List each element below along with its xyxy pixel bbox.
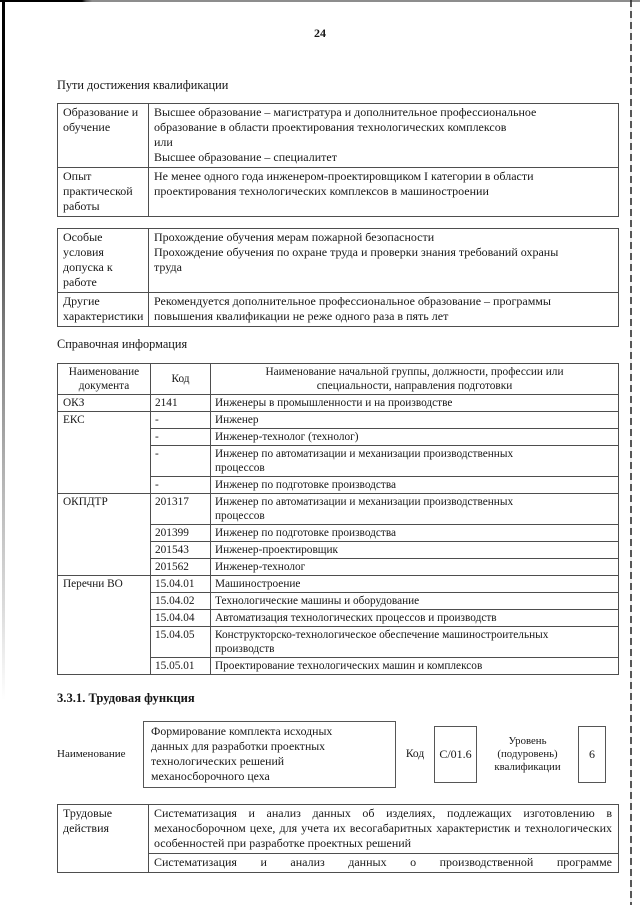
reference-table-body: ОКЗ 2141 Инженеры в промышленности и на пр… — [57, 394, 619, 675]
labor-function-header: Наименование Формирование комплекта исхо… — [57, 721, 619, 788]
scan-edge-right — [630, 0, 632, 905]
header-group-name: Наименование начальной группы, должности… — [210, 363, 619, 395]
table-row: Особые условия допуска к работе Прохожде… — [57, 228, 619, 293]
function-code-box: С/01.6 — [434, 726, 477, 783]
row-label-cell: Образование и обучение — [57, 103, 149, 168]
group-name-cell: Инженер-проектировщик — [210, 541, 619, 559]
page-content: Пути достижения квалификации Образование… — [57, 0, 619, 873]
reference-table-row: ОКПДТР 201317 Инженер по автоматизации и м… — [57, 493, 619, 576]
code-cell: - — [150, 445, 211, 477]
code-cell: 15.04.02 — [150, 592, 211, 610]
group-name-cell: Инженер по автоматизации и механизации п… — [210, 493, 619, 525]
row-value-cell: Не менее одного года инженером-проектиро… — [148, 167, 619, 217]
reference-table-row: Перечни ВО 15.04.01 Машиностроение — [57, 575, 619, 675]
row-label-cell: Особые условия допуска к работе — [57, 228, 149, 293]
group-name-cell: Инженеры в промышленности и на производс… — [210, 394, 619, 412]
group-name-cell: Инженер-технолог (технолог) — [210, 428, 619, 446]
group-name-cell: Инженер-технолог — [210, 558, 619, 576]
reference-table-row: ОКЗ 2141 Инженеры в промышленности и на пр… — [57, 394, 619, 412]
reference-table-row: 15.04.02 Технологические машины и оборудо… — [58, 592, 619, 610]
heading-labor-function: 3.3.1. Трудовая функция — [57, 691, 195, 705]
code-cell: - — [150, 476, 211, 494]
group-name-cell: Проектирование технологических машин и к… — [210, 657, 619, 675]
group-name-cell: Инженер по автоматизации и механизации п… — [210, 445, 619, 477]
row-value-cell: Прохождение обучения мерам пожарной безо… — [148, 228, 619, 293]
code-cell: 201562 — [150, 558, 211, 576]
reference-table: Наименование документа Код Наименование … — [57, 363, 619, 675]
code-cell: - — [150, 411, 211, 429]
code-cell: 201317 — [150, 493, 211, 525]
row-label-cell: Другие характеристики — [57, 292, 149, 327]
group-name-cell: Автоматизация технологических процессов … — [210, 609, 619, 627]
row-label-cell: Опыт практической работы — [57, 167, 149, 217]
function-code-label: Код — [405, 748, 425, 760]
function-name-box: Формирование комплекта исходных данных д… — [143, 721, 396, 788]
scan-edge-left — [2, 0, 5, 700]
code-cell: - — [150, 428, 211, 446]
group-name-cell: Конструкторско-технологическое обеспечен… — [210, 626, 619, 658]
group-name-cell: Машиностроение — [210, 575, 619, 593]
document-name-cell: ОКЗ — [57, 394, 151, 412]
code-cell: 201399 — [150, 524, 211, 542]
row-value-cell: Рекомендуется дополнительное профессиона… — [148, 292, 619, 327]
function-name-label: Наименование — [57, 748, 126, 760]
heading-reference-info: Справочная информация — [57, 337, 188, 351]
table-row: Образование и обучение Высшее образовани… — [57, 103, 619, 168]
document-name-cell: ОКПДТР — [57, 493, 151, 576]
code-cell: 15.04.04 — [150, 609, 211, 627]
code-cell: 2141 — [150, 394, 211, 412]
reference-table-row: 15.04.05 Конструкторско-технологическое о… — [58, 626, 619, 658]
code-cell: 15.05.01 — [150, 657, 211, 675]
row-label-cell: Трудовые действия — [57, 804, 149, 873]
row-value-cell: Высшее образование – магистратура и допо… — [148, 103, 619, 168]
table-row: Другие характеристики Рекомендуется допо… — [57, 292, 619, 327]
header-code: Код — [150, 363, 211, 395]
scan-edge-top — [0, 0, 640, 2]
page-number: 24 — [314, 26, 326, 40]
code-cell: 15.04.05 — [150, 626, 211, 658]
group-name-cell: Инженер по подготовке производства — [210, 476, 619, 494]
function-level-box: 6 — [578, 726, 606, 783]
group-name-cell: Инженер по подготовке производства — [210, 524, 619, 542]
document-name-cell: Перечни ВО — [57, 575, 151, 675]
row-value-cell: Систематизация и анализ данных о произво… — [148, 853, 619, 873]
reference-table-row: ЕКС - Инженер — [57, 411, 619, 494]
code-cell: 201543 — [150, 541, 211, 559]
code-cell: 15.04.01 — [150, 575, 211, 593]
document-name-cell: ЕКС — [57, 411, 151, 494]
labor-actions-table: Трудовые действия Систематизация и анали… — [57, 804, 619, 873]
reference-table-row: 15.05.01 Проектирование технологических м… — [58, 657, 619, 675]
group-name-cell: Инженер — [210, 411, 619, 429]
reference-table-header-row: Наименование документа Код Наименование … — [57, 363, 619, 395]
special-conditions-table: Особые условия допуска к работе Прохожде… — [57, 228, 619, 327]
table-row: Опыт практической работы Не менее одного… — [57, 167, 619, 217]
heading-qualification-paths: Пути достижения квалификации — [57, 78, 229, 92]
table-row: Трудовые действия Систематизация и анали… — [57, 804, 619, 873]
reference-table-row: 15.04.04 Автоматизация технологических пр… — [58, 609, 619, 627]
header-document-name: Наименование документа — [57, 363, 151, 395]
qualification-table: Образование и обучение Высшее образовани… — [57, 103, 619, 217]
table-row: Систематизация и анализ данных о произво… — [58, 853, 619, 873]
group-name-cell: Технологические машины и оборудование — [210, 592, 619, 610]
row-value-cell: Систематизация и анализ данных об издели… — [148, 804, 619, 854]
function-level-label: Уровень (подуровень) квалификации — [494, 735, 561, 773]
